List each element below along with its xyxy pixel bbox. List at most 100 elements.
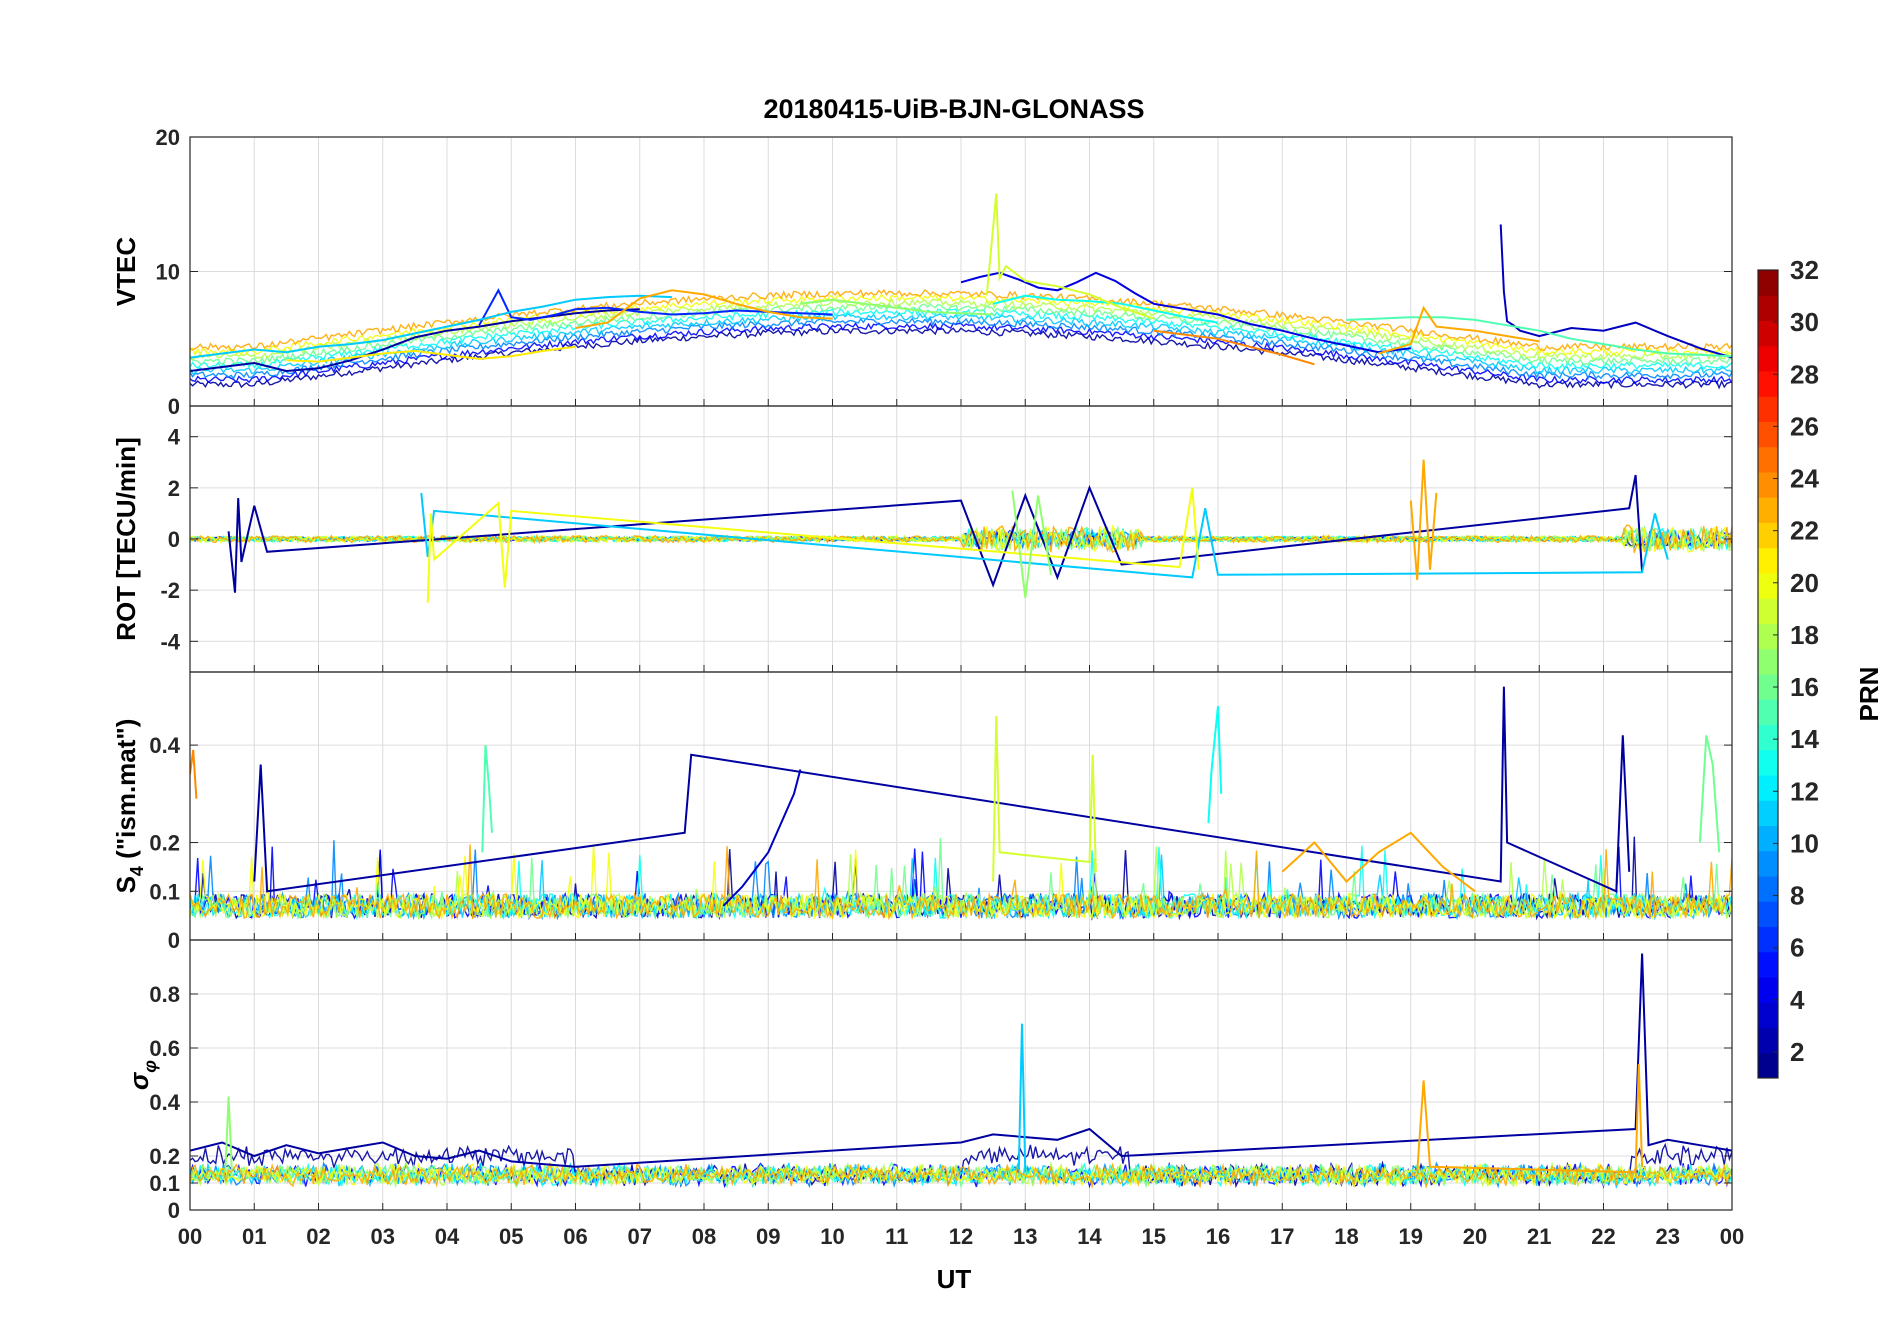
noise-line-rot-7 (190, 524, 1732, 553)
colorbar-tick-label-6: 14 (1790, 724, 1819, 754)
series-line-sigphi-prn2-0 (190, 953, 1732, 1168)
colorbar-tick-label-12: 26 (1790, 411, 1819, 441)
grid-vtec (189, 136, 1733, 407)
noise-line-sigphi-8 (190, 1161, 1732, 1190)
noise-line-vtec-7 (190, 293, 1732, 357)
series-line-sigphi-prn11-1 (1017, 1023, 1027, 1173)
y-tick-label-s4-2: 0.2 (149, 831, 180, 856)
colorbar-band-0 (1758, 1052, 1778, 1079)
x-tick-label-5: 05 (499, 1224, 523, 1249)
colorbar-tick-label-1: 4 (1790, 985, 1805, 1015)
noise-traces-rot (190, 524, 1732, 554)
colorbar-band-29 (1758, 320, 1778, 347)
chart-title: 20180415-UiB-BJN-GLONASS (763, 94, 1144, 124)
x-tick-label-13: 13 (1013, 1224, 1037, 1249)
colorbar-band-3 (1758, 977, 1778, 1003)
colorbar-band-6 (1758, 901, 1778, 927)
series-rot (227, 459, 1669, 603)
series-line-rot-prn23-3 (1409, 459, 1438, 580)
x-tick-label-24: 00 (1720, 1224, 1744, 1249)
x-tick-label-6: 06 (563, 1224, 587, 1249)
y-tick-label-vtec-1: 10 (156, 260, 180, 285)
colorbar-band-21 (1758, 522, 1778, 549)
noise-line-vtec-2 (190, 316, 1732, 380)
y-axis-title-s4: S4 ("ism.mat") (111, 719, 147, 894)
series-line-vtec-prn3-2 (1499, 224, 1732, 359)
y-tick-label-s4-3: 0.4 (149, 733, 180, 758)
series-line-sigphi-prn23-3 (1416, 1064, 1644, 1174)
panel-sigphi: 00.10.2 0.4 0.6 0.8 σφ (124, 939, 1733, 1223)
x-tick-label-4: 04 (435, 1224, 460, 1249)
x-axis-title: UT (937, 1264, 972, 1294)
colorbar-band-2 (1758, 1002, 1778, 1028)
noise-line-vtec-6 (190, 297, 1732, 362)
colorbar-tick-label-4: 10 (1790, 828, 1819, 858)
colorbar-band-25 (1758, 421, 1778, 448)
series-line-vtec-prn2-0 (190, 308, 640, 373)
series-line-s4-prn23-6 (1281, 831, 1476, 893)
y-axis-title-main-s4: S (111, 876, 141, 893)
series-line-vtec-prn17-7 (800, 298, 994, 316)
x-tick-label-21: 21 (1527, 1224, 1551, 1249)
x-tick-label-11: 11 (885, 1224, 908, 1249)
colorbar-band-4 (1758, 951, 1778, 978)
noise-line-s4-8 (190, 844, 1732, 921)
y-tick-label-vtec-0: 0 (168, 394, 180, 419)
colorbar-band-30 (1758, 295, 1778, 321)
colorbar-band-9 (1758, 825, 1778, 852)
y-tick-label-sigphi-2: 0.2 (149, 1144, 180, 1169)
x-tick-label-8: 08 (692, 1224, 716, 1249)
series-line-s4-prn13-5 (1207, 705, 1223, 824)
series-line-s4-prn19-4 (992, 715, 1097, 882)
y-tick-label-sigphi-5: 0.8 (149, 982, 180, 1007)
y-tick-label-s4-0: 0 (168, 928, 180, 953)
series-line-rot-prn17-4 (1011, 490, 1052, 598)
series-line-vtec-prn23-12 (1378, 305, 1540, 355)
colorbar-band-13 (1758, 724, 1778, 751)
colorbar-tick-label-10: 22 (1790, 516, 1819, 546)
colorbar-band-18 (1758, 598, 1778, 624)
noise-traces-s4 (190, 836, 1732, 921)
y-tick-label-rot-1: -2 (160, 578, 180, 603)
noise-line-vtec-4 (190, 307, 1732, 371)
series-line-s4-prn15-3 (481, 745, 493, 853)
y-axis-title-vtec: VTEC (111, 237, 141, 307)
x-tick-label-15: 15 (1142, 1224, 1166, 1249)
panel-s4: 00.10.20.4S4 ("ism.mat") (111, 671, 1733, 953)
x-tick-label-14: 14 (1077, 1224, 1102, 1249)
series-line-vtec-prn21-9 (286, 345, 576, 363)
series-line-s4-prn3-2 (722, 769, 802, 907)
series-line-rot-prn2-0 (227, 474, 1644, 593)
colorbar-band-8 (1758, 850, 1778, 877)
colorbar-band-31 (1758, 270, 1778, 296)
x-tick-label-1: 01 (242, 1224, 266, 1249)
colorbar-tick-label-13: 28 (1790, 359, 1819, 389)
panel-vtec: 0 10 20 VTEC (111, 125, 1733, 419)
y-axis-title-sub-s4: 4 (127, 866, 147, 876)
y-axis-title-sub-sigphi: φ (140, 1060, 160, 1073)
x-tick-label-3: 03 (371, 1224, 395, 1249)
colorbar-band-28 (1758, 345, 1778, 372)
x-tick-label-9: 09 (756, 1224, 780, 1249)
y-axis-title-main-rot: ROT [TECU/min] (111, 437, 141, 641)
x-tick-label-17: 17 (1270, 1224, 1294, 1249)
colorbar-frame (1757, 269, 1779, 1079)
noise-line-vtec-0 (190, 326, 1732, 390)
x-tick-label-19: 19 (1399, 1224, 1423, 1249)
y-axis-title-main-vtec: VTEC (111, 237, 141, 307)
series-line-vtec-prn24-11 (1153, 329, 1315, 366)
y-tick-label-rot-0: -4 (160, 629, 180, 654)
colorbar-band-27 (1758, 371, 1778, 397)
colorbar-band-20 (1758, 547, 1778, 574)
x-tick-label-18: 18 (1334, 1224, 1358, 1249)
colorbar-title: PRN (1854, 667, 1884, 722)
noise-line-vtec-8 (190, 288, 1732, 352)
colorbar-band-17 (1758, 623, 1778, 650)
y-axis-title-sigphi: σφ (124, 1060, 160, 1090)
colorbar-band-5 (1758, 926, 1778, 953)
y-tick-label-sigphi-3: 0.4 (149, 1090, 180, 1115)
colorbar-tick-label-15: 32 (1790, 255, 1819, 285)
colorbar-tick-label-2: 6 (1790, 933, 1804, 963)
